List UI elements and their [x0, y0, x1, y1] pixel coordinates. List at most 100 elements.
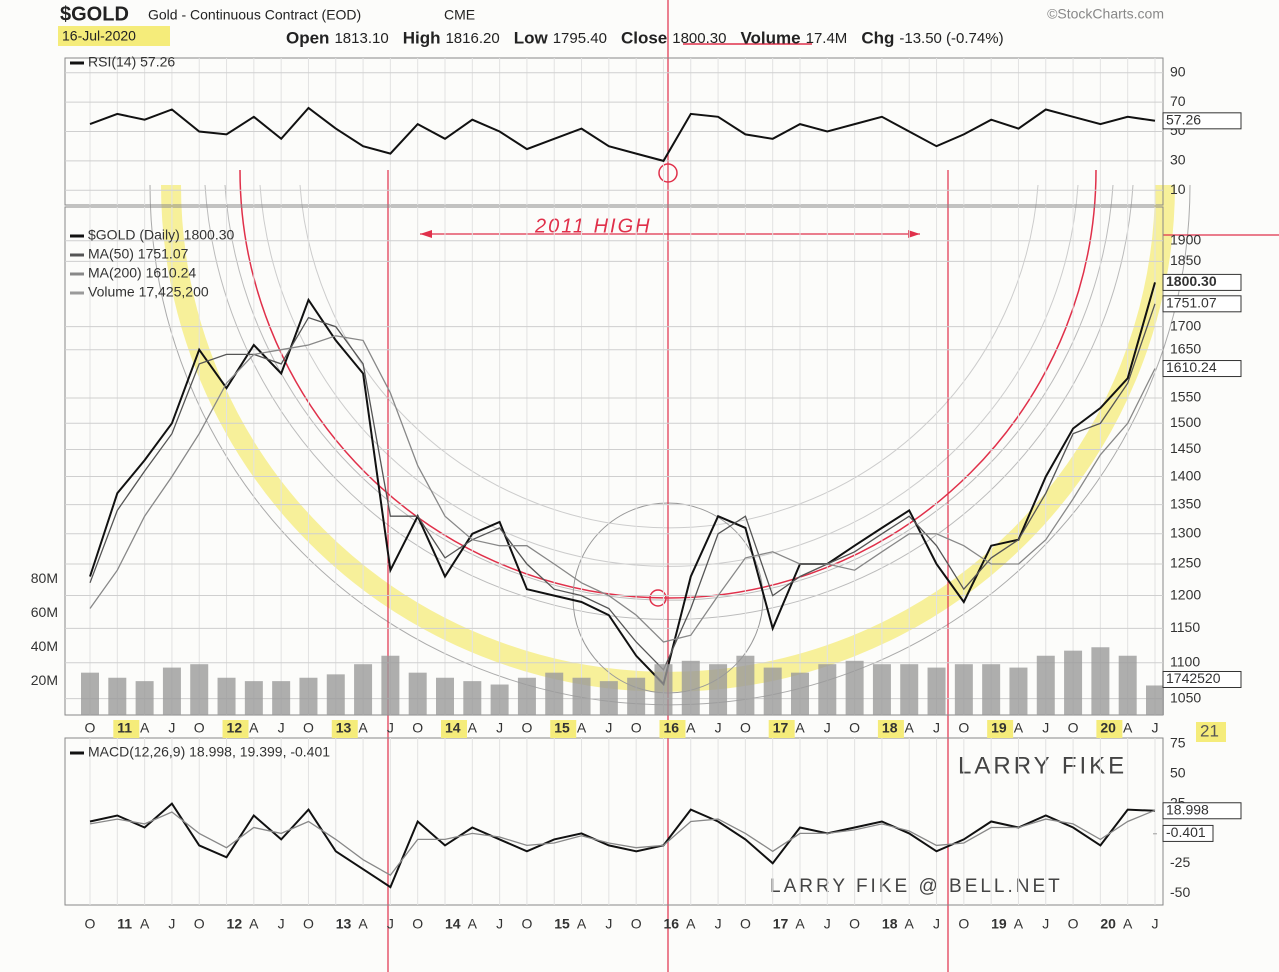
end-label: 1751.07 — [1166, 295, 1217, 311]
instrument-name: Gold - Continuous Contract (EOD) — [148, 7, 361, 23]
y-tick-label: -25 — [1170, 854, 1190, 870]
y-tick-label: 70 — [1170, 93, 1186, 109]
x-tick-label: O — [85, 916, 96, 932]
quote-label: Volume — [740, 28, 800, 47]
volume-bar — [1091, 647, 1110, 715]
x-tick-label: O — [412, 720, 423, 736]
x-tick-label: A — [1123, 916, 1133, 932]
x-tick-label: 17 — [773, 916, 789, 932]
volume-bar — [1146, 685, 1164, 715]
volume-bar — [927, 667, 946, 715]
x-tick-label: A — [577, 916, 587, 932]
end-label: -0.401 — [1166, 824, 1206, 840]
end-box — [1162, 360, 1242, 378]
x-tick-label: J — [824, 916, 831, 932]
x-tick-label: J — [1152, 720, 1159, 736]
y2-tick-label: 80M — [31, 570, 58, 586]
x-tick-label: A — [358, 916, 368, 932]
volume-bar — [162, 667, 181, 715]
x-tick-label: J — [605, 916, 612, 932]
end-box — [1162, 112, 1242, 130]
volume-bar — [818, 664, 837, 715]
volume-bar — [736, 655, 755, 715]
volume-bar — [545, 672, 564, 715]
y-tick-label: 1450 — [1170, 440, 1201, 456]
end-box — [1162, 273, 1242, 291]
x-tick-label: O — [412, 916, 423, 932]
end-box — [1162, 295, 1242, 313]
end-box — [1162, 824, 1214, 842]
x-tick-label: O — [740, 720, 751, 736]
volume-bar — [299, 677, 318, 715]
x-tick-label: O — [85, 720, 96, 736]
x-tick-label: A — [1014, 720, 1024, 736]
symbol: $GOLD — [60, 3, 129, 25]
x-tick-label: 13 — [336, 720, 352, 736]
year-highlight — [877, 720, 904, 738]
x-tick-label: O — [303, 916, 314, 932]
volume-bar — [190, 664, 209, 715]
year-highlight — [1196, 722, 1226, 742]
volume-bar — [244, 681, 263, 715]
volume-bar — [463, 681, 482, 715]
volume-bar — [517, 677, 536, 715]
year-highlight — [987, 720, 1014, 738]
quote-label: Close — [621, 28, 667, 47]
volume-bar — [982, 664, 1001, 715]
x-tick-label: 14 — [445, 720, 461, 736]
x-tick-label: O — [194, 720, 205, 736]
year-highlight — [659, 720, 686, 738]
y-tick-label: 1200 — [1170, 586, 1201, 602]
end-label: 1800.30 — [1166, 273, 1217, 289]
x-tick-label: O — [521, 916, 532, 932]
year-highlight — [113, 720, 140, 738]
end-label: 1742520 — [1166, 670, 1221, 686]
x-tick-label: J — [933, 916, 940, 932]
volume-bar — [1036, 655, 1055, 715]
y2-tick-label: 40M — [31, 638, 58, 654]
year-highlight — [331, 720, 358, 738]
volume-bar — [272, 681, 291, 715]
panel — [64, 737, 1164, 906]
legend-label: RSI(14) 57.26 — [88, 54, 175, 70]
date: 16-Jul-2020 — [62, 28, 136, 44]
year-highlight — [550, 720, 577, 738]
volume-bar — [354, 664, 373, 715]
y-tick-label: 90 — [1170, 63, 1186, 79]
x-tick-label: A — [249, 916, 259, 932]
annotation: 21 — [1200, 721, 1219, 740]
y-tick-label: 50 — [1170, 764, 1186, 780]
x-tick-label: A — [140, 916, 150, 932]
histogram-bar — [1153, 833, 1157, 835]
volume-bar — [627, 677, 646, 715]
date-highlight — [58, 26, 170, 46]
y-tick-label: 30 — [1170, 152, 1186, 168]
volume-bar — [709, 664, 728, 715]
y-tick-label: 1150 — [1170, 619, 1200, 635]
quote-value: 1816.20 — [445, 30, 499, 47]
series-line — [89, 335, 1156, 643]
y-tick-label: 1400 — [1170, 467, 1201, 483]
y-tick-label: 1850 — [1170, 252, 1201, 268]
x-tick-label: A — [905, 916, 915, 932]
volume-bar — [900, 664, 919, 715]
x-tick-label: A — [140, 720, 150, 736]
x-tick-label: 14 — [445, 916, 461, 932]
series-line — [89, 106, 1156, 163]
x-tick-label: J — [387, 720, 394, 736]
x-tick-label: J — [387, 916, 394, 932]
x-tick-label: A — [358, 720, 368, 736]
volume-bar — [217, 677, 236, 715]
x-tick-label: A — [468, 720, 478, 736]
volume-bar — [872, 664, 891, 715]
volume-bar — [1009, 667, 1028, 715]
x-tick-label: A — [795, 720, 805, 736]
y2-tick-label: 60M — [31, 604, 58, 620]
x-tick-label: J — [605, 720, 612, 736]
x-tick-label: 12 — [227, 916, 243, 932]
volume-bar — [791, 672, 809, 715]
x-tick-label: J — [1042, 720, 1049, 736]
x-tick-label: J — [278, 720, 285, 736]
x-tick-label: 19 — [991, 916, 1007, 932]
